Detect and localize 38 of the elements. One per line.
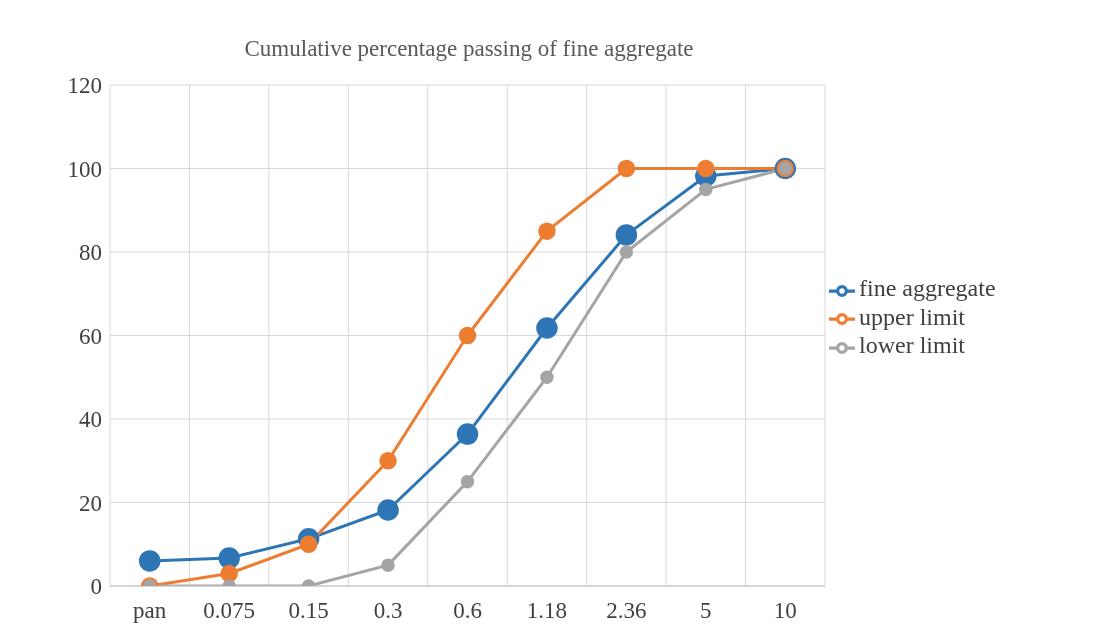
y-tick-label: 100: [67, 156, 102, 182]
point: [218, 547, 240, 569]
point: [699, 182, 713, 197]
point: [540, 370, 554, 384]
point: [220, 564, 238, 583]
point: [299, 535, 318, 553]
legend-label: fine aggregate: [859, 275, 996, 302]
point: [460, 474, 475, 489]
point: [381, 558, 395, 572]
x-tick-label: 10: [773, 598, 797, 624]
x-tick-label: 0.3: [373, 598, 403, 624]
y-tick-label: 120: [67, 73, 102, 99]
x-tick-label: 0.075: [203, 598, 256, 624]
y-tick-label: 20: [79, 490, 102, 516]
point: [619, 245, 634, 259]
point: [615, 224, 638, 246]
x-tick-label: 0.15: [288, 598, 329, 624]
x-tick-label: pan: [133, 598, 167, 624]
y-tick-label: 0: [90, 574, 102, 600]
legend-label: upper limit: [859, 303, 965, 330]
point: [538, 222, 556, 240]
x-tick-label: 5: [700, 598, 712, 624]
x-tick-label: 2.36: [606, 598, 647, 624]
point: [379, 452, 397, 470]
y-tick-label: 80: [79, 240, 102, 266]
point: [138, 550, 161, 572]
point: [456, 423, 479, 445]
x-tick-label: 1.18: [526, 598, 568, 624]
point: [377, 499, 399, 521]
legend-label: lower limit: [859, 332, 965, 359]
point: [536, 317, 558, 339]
point: [617, 159, 636, 178]
point: [697, 159, 715, 178]
point: [458, 326, 477, 345]
y-tick-label: 60: [79, 323, 102, 349]
y-tick-label: 40: [79, 407, 102, 433]
x-tick-label: 0.6: [453, 598, 482, 624]
chart-title: Cumulative percentage passing of fine aggregate: [243, 36, 695, 62]
